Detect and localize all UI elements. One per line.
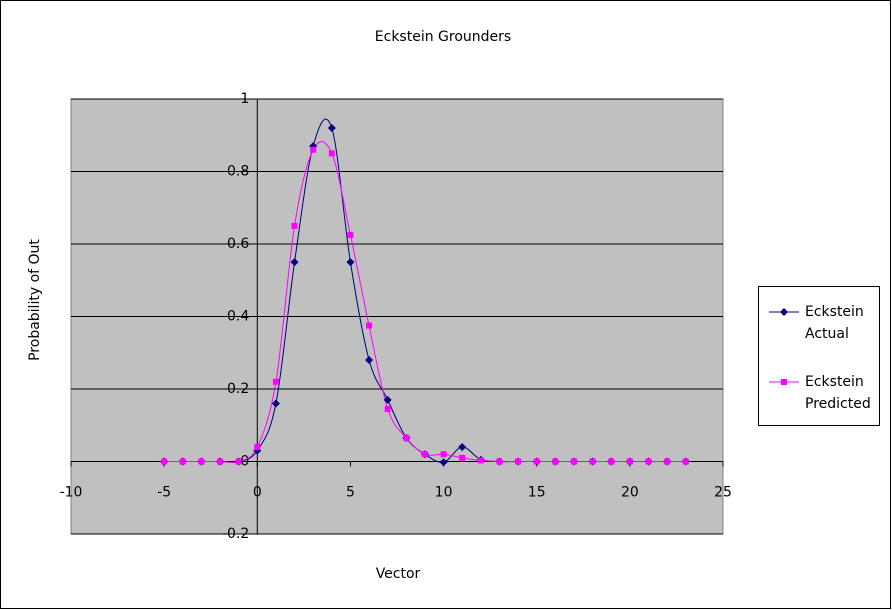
marker	[179, 458, 186, 465]
marker	[310, 146, 317, 153]
marker	[198, 458, 205, 465]
marker	[290, 258, 299, 267]
marker	[626, 458, 633, 465]
marker	[608, 458, 615, 465]
legend-symbol	[769, 379, 799, 385]
marker	[366, 322, 373, 329]
y-tick-label: 0.8	[227, 164, 249, 180]
marker	[682, 458, 689, 465]
x-tick-label: 25	[714, 485, 732, 501]
y-tick-label: 0.4	[227, 309, 249, 325]
x-axis-label: Vector	[376, 566, 421, 582]
y-tick-label: 0.6	[227, 236, 249, 252]
marker	[383, 395, 392, 404]
marker	[327, 124, 336, 132]
x-tick-label: -5	[157, 485, 171, 501]
marker	[570, 458, 577, 465]
marker	[780, 308, 788, 316]
legend: Eckstein Actual Eckstein Predicted	[758, 286, 880, 426]
marker	[533, 458, 540, 465]
x-tick-label: 5	[346, 485, 355, 501]
marker	[440, 451, 447, 458]
marker	[458, 443, 467, 451]
marker	[552, 458, 559, 465]
x-tick-label: 0	[253, 485, 262, 501]
marker	[589, 458, 596, 465]
marker	[496, 458, 503, 465]
marker	[439, 458, 448, 467]
marker	[477, 457, 484, 464]
marker	[328, 150, 335, 157]
marker	[235, 458, 242, 465]
marker	[421, 451, 428, 458]
marker	[515, 458, 522, 465]
y-tick-label: 1	[240, 91, 249, 107]
y-axis-label: Probability of Out	[27, 239, 43, 361]
marker	[365, 356, 374, 364]
legend-symbol	[769, 308, 799, 316]
chart-title: Eckstein Grounders	[375, 29, 511, 45]
legend-label: Eckstein Actual	[805, 304, 864, 342]
marker	[664, 458, 671, 465]
marker	[645, 458, 652, 465]
marker	[346, 258, 355, 267]
legend-label: Eckstein Predicted	[805, 374, 871, 412]
marker	[403, 434, 410, 441]
y-tick-label: -0.2	[222, 526, 249, 542]
marker	[384, 405, 391, 412]
marker	[161, 458, 168, 465]
marker	[271, 399, 280, 408]
marker	[459, 454, 466, 461]
marker	[254, 444, 261, 450]
marker	[217, 458, 224, 465]
x-tick-label: 15	[528, 485, 546, 501]
x-tick-label: -10	[60, 485, 83, 501]
x-tick-label: 20	[621, 485, 639, 501]
marker	[291, 222, 298, 229]
y-tick-label: 0.2	[227, 381, 249, 397]
x-tick-label: 10	[435, 485, 453, 501]
marker	[781, 379, 787, 385]
marker	[272, 378, 279, 385]
marker	[347, 231, 354, 238]
